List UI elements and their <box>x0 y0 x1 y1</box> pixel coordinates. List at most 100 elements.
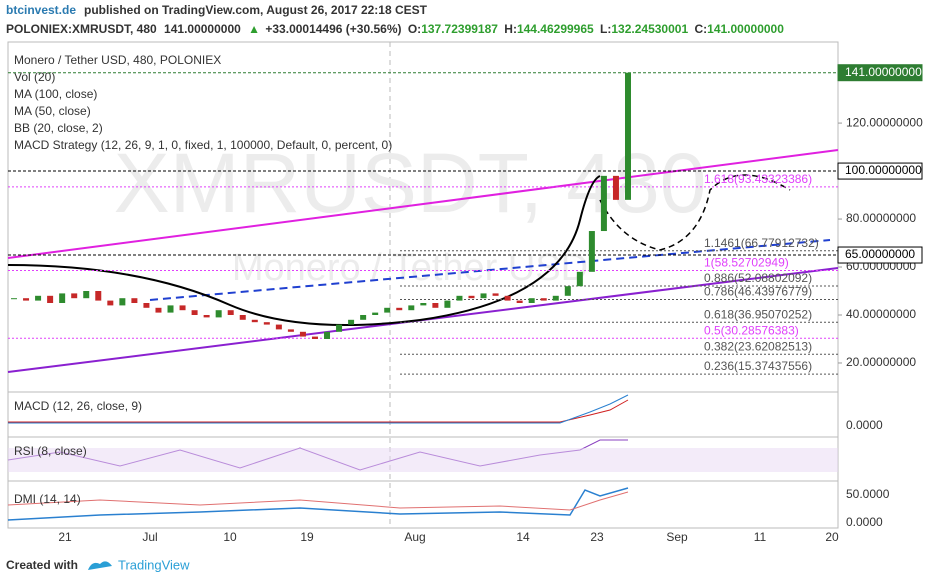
candle <box>71 293 78 299</box>
candle <box>612 175 619 200</box>
c-label: C: <box>694 22 707 36</box>
legend: Monero / Tether USD, 480, POLONIEX Vol (2… <box>14 53 392 152</box>
candle <box>372 312 379 315</box>
x-label: 20 <box>825 530 839 544</box>
legend-item: Monero / Tether USD, 480, POLONIEX <box>14 53 221 67</box>
candle <box>516 300 523 304</box>
candle <box>83 291 90 299</box>
fib-label: 0.236(15.37437556) <box>704 359 812 373</box>
dmi-line <box>7 491 629 511</box>
candle <box>263 322 270 325</box>
candle <box>311 336 318 339</box>
h-label: H: <box>504 22 517 36</box>
x-label: 23 <box>590 530 604 544</box>
candle <box>47 295 54 304</box>
rsi-title: RSI (8, close) <box>14 444 87 458</box>
fib-label: 0.886(52.08802092) <box>704 271 812 285</box>
candle <box>480 293 487 299</box>
published: published on TradingView.com, August 26,… <box>84 3 428 17</box>
candle <box>119 298 126 306</box>
price-box-label: 100.00000000 <box>845 163 922 177</box>
candle <box>191 310 198 315</box>
x-label: Jul <box>142 530 157 544</box>
rsi-band <box>8 448 838 472</box>
axis-label: 80.00000000 <box>846 211 916 225</box>
x-label: 21 <box>58 530 72 544</box>
candle <box>408 305 415 311</box>
candle <box>456 295 463 301</box>
footer-created: Created with <box>6 558 78 572</box>
candle <box>336 324 343 332</box>
axis-label: 20.00000000 <box>846 355 916 369</box>
fib-label: 1(58.52702949) <box>704 256 789 270</box>
candle <box>107 300 114 306</box>
candle <box>215 310 222 318</box>
candle <box>360 314 367 320</box>
candle <box>552 295 559 301</box>
price-box <box>837 246 923 264</box>
quote: POLONIEX:XMRUSDT, 480 141.00000000 ▲ +33… <box>6 22 784 36</box>
candle <box>384 307 391 313</box>
l-label: L: <box>600 22 611 36</box>
h: 144.46299965 <box>517 22 594 36</box>
logo <box>88 561 112 570</box>
fib-label: 0.618(36.95070252) <box>704 307 812 321</box>
candle <box>59 293 66 304</box>
macd-axis: 0.0000 <box>846 418 883 432</box>
curve <box>7 175 601 326</box>
candle <box>588 231 595 272</box>
watermark: XMRUSDT, 480 <box>114 136 707 230</box>
candle <box>324 331 331 339</box>
x-label: Sep <box>666 530 688 544</box>
dmi-axis: 0.0000 <box>846 515 883 529</box>
fib-label: 1.1461(66.77912732) <box>704 236 819 250</box>
price-box-label: 65.00000000 <box>845 247 915 261</box>
candle <box>23 298 30 301</box>
candle <box>564 286 571 296</box>
dmi-axis: 50.0000 <box>846 487 890 501</box>
chart-frame <box>7 41 839 529</box>
fib-label: 0.382(23.62082513) <box>704 339 812 353</box>
candle <box>625 72 631 200</box>
price-box <box>837 64 923 82</box>
candle <box>179 305 186 311</box>
candle <box>540 298 547 301</box>
candle <box>444 300 451 308</box>
candle <box>11 298 17 300</box>
candle <box>155 307 162 313</box>
dmi-title: DMI (14, 14) <box>14 492 81 506</box>
candle <box>492 293 499 296</box>
axis-label: 120.00000000 <box>846 115 923 129</box>
c: 141.00000000 <box>707 22 784 36</box>
candle <box>131 298 138 304</box>
candle <box>167 305 174 313</box>
change: +33.00014496 (+30.56%) <box>265 22 401 36</box>
x-label: 10 <box>223 530 237 544</box>
candle <box>420 303 427 306</box>
x-label: 11 <box>754 530 767 544</box>
macd-line <box>8 399 629 423</box>
price-box-label: 141.00000000 <box>845 65 922 79</box>
candle <box>348 319 355 325</box>
axis-label: 40.00000000 <box>846 307 916 321</box>
footer-brand[interactable]: TradingView <box>118 557 190 572</box>
macd-title: MACD (12, 26, close, 9) <box>14 399 142 413</box>
candle <box>227 310 234 315</box>
price-box <box>837 162 923 180</box>
legend-item: MA (100, close) <box>14 87 97 101</box>
candle <box>528 298 535 304</box>
symbol: POLONIEX:XMRUSDT, 480 <box>6 22 157 36</box>
dmi-line <box>7 487 629 521</box>
fib-label: 0.786(46.43976779) <box>704 285 812 299</box>
watermark-sub: Monero / Tether USD <box>232 247 588 289</box>
candle <box>239 314 246 320</box>
candle <box>95 291 102 301</box>
candle <box>504 295 511 301</box>
candle <box>600 175 607 232</box>
candle <box>275 324 282 330</box>
x-label: 14 <box>516 530 530 544</box>
author[interactable]: btcinvest.de <box>6 3 76 17</box>
trend-line <box>7 149 839 259</box>
candle <box>203 314 210 318</box>
legend-item: Vol (20) <box>14 70 55 84</box>
